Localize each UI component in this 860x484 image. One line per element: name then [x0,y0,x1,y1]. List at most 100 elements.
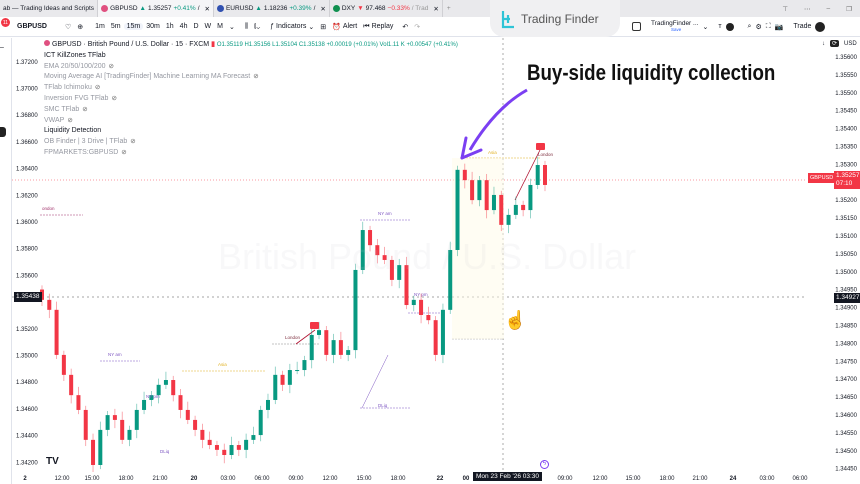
label-dliq-1: DLiq [160,449,170,454]
alert-button[interactable]: ⏰ Alert [329,23,360,31]
left-axis-tick: 1.34400 [16,434,38,440]
indicator-item[interactable]: VWAP ⊘ [44,116,458,127]
hidden-eye-icon[interactable]: ⊘ [94,84,101,92]
minimize-icon[interactable]: – [826,4,831,12]
indicator-item[interactable]: Inversion FVG TFlab ⊘ [44,94,458,105]
candle-body [397,265,402,280]
download-icon[interactable]: ↓ [822,40,825,47]
right-price-axis[interactable]: 1.35600 1.35550 1.35500 1.35450 1.35400 1.353… [806,38,860,473]
compare-symbol-icon[interactable]: ⊕ [77,23,84,31]
time-axis-tick: 15:00 [625,476,641,482]
layout-dropdown-icon[interactable]: ⌄ [702,23,709,31]
layout-checkbox-icon[interactable] [632,22,641,31]
candle [360,221,365,275]
notification-badge[interactable]: 11 [1,18,10,27]
replay-button[interactable]: ⏮ Replay [360,23,396,31]
right-axis-tick: 1.35350 [835,145,857,151]
hidden-eye-icon[interactable]: ⊘ [253,73,259,81]
interval-1h[interactable]: 1h [165,23,174,30]
indicator-name: ICT KillZones TFlab [44,51,106,59]
right-axis-bg[interactable] [806,38,860,472]
profile-avatar[interactable] [815,21,826,32]
quick-search-icon[interactable]: ⌕ [747,22,752,30]
settings-icon[interactable]: ⚙ [755,23,762,31]
cursor-tool-icon[interactable]: – [0,44,4,51]
indicator-item[interactable]: TFlab Ichimoku ⊘ [44,83,458,94]
hidden-eye-icon[interactable]: ⊘ [82,105,88,113]
screenshot-camera-icon[interactable]: 📷 [774,23,784,31]
time-axis[interactable]: 2 12:00 15:00 18:00 21:00 20 03:00 06:00 09:00 12… [12,472,808,484]
selected-tool-icon[interactable] [0,127,6,137]
candle-body [200,429,205,440]
left-price-axis[interactable]: 1.37200 1.37000 1.36800 1.36600 1.36400 1.362… [16,60,38,467]
close-tab-icon[interactable]: ✕ [433,5,439,13]
layout-save[interactable]: Save [671,26,682,32]
crosshair-time-tag: Mon 23 Feb '26 03:30 [473,472,543,481]
right-axis-tick: 1.34550 [835,431,857,437]
bar-style-icon[interactable]: ⫼ [244,22,249,30]
lightning-event-icon[interactable]: ϟ [540,460,549,469]
account-avatar[interactable] [725,22,734,31]
interval-5m[interactable]: 5m [110,23,121,30]
indicator-item[interactable]: FPMARKETS:GBPUSD ⊘ [44,148,458,159]
more-icon[interactable]: ⋯ [804,5,811,13]
candle [324,326,329,362]
indicator-item[interactable]: OB Finder | 3 Drive | TFlab ⊘ [44,137,458,148]
browser-tab-gbpusd[interactable]: GBPUSD ▲ 1.35257 +0.41% / ✕ [98,0,214,17]
layout-name[interactable]: TradingFinder ... Save [651,20,698,33]
close-tab-icon[interactable]: ✕ [320,5,326,13]
candle [54,301,59,360]
interval-d[interactable]: D [193,23,199,30]
fullscreen-icon[interactable]: ⛶ [765,22,771,30]
interval-30m[interactable]: 30m [146,23,160,30]
symbol-search[interactable]: GBPUSD [17,23,47,30]
currency-selector[interactable]: ↓ ⟳ USD▾ [822,40,860,47]
candle-body [265,399,270,410]
time-axis-tick: 22 [437,476,444,482]
watchlist-icon[interactable]: ♡ [65,23,72,31]
indicators-button[interactable]: ƒ Indicators ⌄ [270,23,315,31]
indicator-item[interactable]: EMA 20/50/100/200 ⊘ [44,62,458,73]
interval-dropdown-icon[interactable]: ⌄ [228,23,235,31]
interval-m[interactable]: M [217,23,223,30]
hidden-eye-icon[interactable]: ⊘ [108,62,114,70]
candle-body [222,449,227,456]
indicator-item[interactable]: SMC TFlab ⊘ [44,105,458,116]
tradingview-logo-icon[interactable]: TV [46,456,59,467]
browser-tab-dxy[interactable]: DXY ▼ 97.468 −0.33% / Trad ✕ [330,0,443,17]
undo-icon[interactable]: ↶ [402,23,409,31]
hidden-eye-icon[interactable]: ⊘ [121,148,127,156]
new-tab-icon[interactable]: + [446,5,451,12]
interval-1m[interactable]: 1m [95,23,105,30]
trade-button[interactable]: Trade [793,23,812,30]
indicator-item[interactable]: Moving Average AI [TradingFinder] Machin… [44,72,458,83]
interval-15m[interactable]: 15m [123,23,144,30]
interval-4h[interactable]: 4h [179,23,188,30]
redo-icon[interactable]: ↷ [414,23,421,31]
browser-tab-tradingview[interactable]: ab — Trading Ideas and Scripts [0,0,99,17]
hidden-eye-icon[interactable]: ⊘ [130,138,136,146]
right-axis-tick: 1.34800 [835,341,857,347]
hidden-eye-icon[interactable]: ⊘ [111,94,117,102]
interval-w[interactable]: W [204,23,212,30]
candle-style-icon[interactable]: ⫾⌄ [254,22,261,30]
text-icon[interactable]: ᴛ [718,23,722,30]
templates-icon[interactable]: ⊞ [320,23,327,31]
time-axis-tick: 21:00 [692,476,708,482]
candle-body [499,194,504,225]
time-axis-bg[interactable] [12,472,806,484]
pin-icon[interactable]: ⊤ [782,5,789,13]
auto-scale-icon[interactable]: ⟳ [830,40,840,47]
time-axis-tick: 15:00 [84,476,100,482]
indicator-item[interactable]: Liquidity Detection [44,126,458,137]
candle-body [484,180,489,211]
browser-tab-eurusd[interactable]: EURUSD ▲ 1.18236 +0.39% / ✕ [214,0,330,17]
maximize-icon[interactable]: ❐ [846,5,852,13]
hidden-eye-icon[interactable]: ⊘ [67,116,73,124]
alert-marker-icon[interactable] [310,322,319,329]
alert-marker-icon[interactable] [536,143,545,150]
currency-label: USD [844,40,857,47]
close-tab-icon[interactable]: ✕ [204,5,210,13]
indicator-item[interactable]: ICT KillZones TFlab [44,51,458,62]
